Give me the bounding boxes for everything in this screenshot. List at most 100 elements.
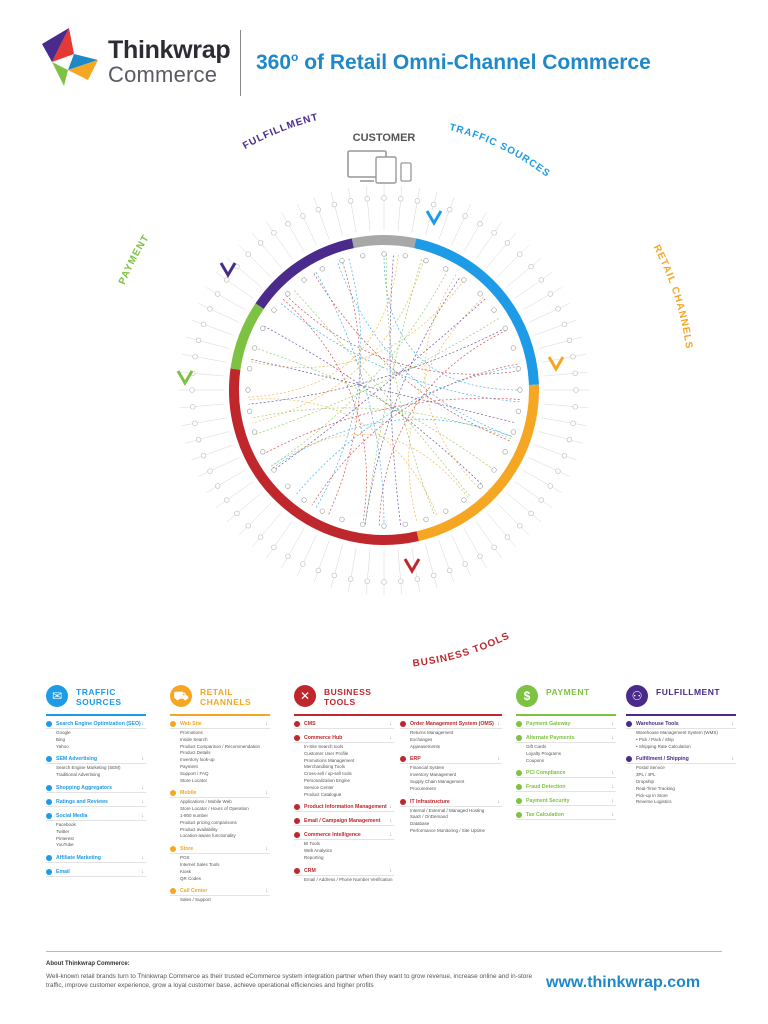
legend-group-header[interactable]: Order Management System (OMS) ↓ (400, 720, 502, 729)
download-arrow-icon[interactable]: ↓ (731, 756, 734, 763)
download-arrow-icon[interactable]: ↓ (389, 818, 392, 825)
download-arrow-icon[interactable]: ↓ (389, 867, 392, 874)
legend-group-header[interactable]: Web Site ↓ (170, 720, 270, 729)
wheel-node (245, 251, 251, 257)
download-arrow-icon[interactable]: ↓ (497, 721, 500, 727)
download-arrow-icon[interactable]: ↓ (141, 784, 144, 791)
thinkwrap-logo[interactable]: Thinkwrap Commerce (38, 26, 238, 87)
column-header: $ PAYMENT (516, 683, 616, 713)
legend-group-header[interactable]: Call Center ↓ (170, 887, 270, 897)
wheel-spoke (486, 232, 516, 268)
group-title: Tax Calculation (526, 812, 564, 819)
legend-group-header[interactable]: Ratings and Reviews ↓ (46, 798, 146, 807)
wheel-spoke (297, 534, 317, 576)
inner-node (360, 253, 366, 259)
legend-group-header[interactable]: IT Infrastructure ↓ (400, 798, 502, 807)
download-arrow-icon[interactable]: ↓ (141, 798, 144, 805)
column-rule (46, 714, 146, 716)
legend-group-header[interactable]: Email / Campaign Management ↓ (294, 817, 394, 827)
legend-group-header[interactable]: Fraud Detection ↓ (516, 783, 616, 793)
download-arrow-icon[interactable]: ↓ (141, 812, 144, 819)
inner-node (517, 387, 523, 393)
wheel-node (285, 221, 291, 227)
legend-group: CMS ↓ (294, 720, 394, 729)
legend-group-header[interactable]: Commerce Hub ↓ (294, 734, 394, 743)
download-arrow-icon[interactable]: ↓ (611, 784, 614, 791)
legend-group: Affiliate Marketing ↓ (46, 854, 146, 864)
download-arrow-icon[interactable]: ↓ (611, 735, 614, 741)
group-title: CRM (304, 867, 316, 874)
wheel-spoke (313, 540, 330, 583)
download-arrow-icon[interactable]: ↓ (265, 790, 268, 797)
wheel-spoke (206, 287, 246, 311)
legend-group-header[interactable]: ERP ↓ (400, 755, 502, 765)
legend-group: Ratings and Reviews ↓ (46, 798, 146, 807)
legend-group-header[interactable]: Affiliate Marketing ↓ (46, 854, 146, 864)
legend-group-header[interactable]: Store ↓ (170, 845, 270, 855)
wheel-spoke (297, 204, 317, 246)
inner-node (491, 467, 497, 473)
download-arrow-icon[interactable]: ↓ (265, 846, 268, 853)
download-arrow-icon[interactable]: ↓ (141, 855, 144, 862)
legend-group-header[interactable]: Tax Calculation ↓ (516, 811, 616, 821)
legend-group-header[interactable]: Mobile ↓ (170, 789, 270, 799)
legend-group-header[interactable]: Search Engine Optimization (SEO) ↓ (46, 720, 146, 729)
inner-node (339, 516, 345, 522)
legend-group-header[interactable]: SEM Advertising ↓ (46, 755, 146, 765)
connection-curve (383, 253, 521, 391)
wheel-node (195, 337, 202, 344)
column-title: TRAFFIC SOURCES (76, 687, 122, 707)
group-item: QR Codes (180, 875, 202, 881)
group-item: Twitter (56, 828, 70, 834)
download-arrow-icon[interactable]: ↓ (265, 888, 268, 895)
segment-arrow-icon (547, 356, 565, 372)
legend-column-traffic: ✉ TRAFFIC SOURCES Search Engine Optimizati… (46, 683, 146, 882)
legend-group-header[interactable]: Shopping Aggregators ↓ (46, 784, 146, 793)
legend-group-header[interactable]: Email ↓ (46, 868, 146, 878)
legend-group-header[interactable]: CMS ↓ (294, 720, 394, 729)
wheel-node (555, 468, 561, 474)
download-arrow-icon[interactable]: ↓ (141, 756, 144, 763)
wheel-node (200, 452, 207, 459)
download-arrow-icon[interactable]: ↓ (389, 735, 392, 741)
group-item: Appeasements (410, 743, 441, 749)
download-arrow-icon[interactable]: ↓ (389, 721, 392, 727)
group-bullet-icon (294, 818, 300, 825)
business-right: Order Management System (OMS) ↓ Returns Ma… (400, 720, 502, 840)
legend-group-header[interactable]: Payment Gateway ↓ (516, 720, 616, 729)
connection-curve (248, 327, 506, 405)
download-arrow-icon[interactable]: ↓ (497, 756, 500, 763)
wheel-node (347, 198, 354, 204)
wheel-node (446, 206, 453, 213)
download-arrow-icon[interactable]: ↓ (141, 721, 144, 727)
download-arrow-icon[interactable]: ↓ (389, 804, 392, 811)
wheel-node (414, 576, 421, 582)
legend-column-retail: ⛟ RETAIL CHANNELS Web Site ↓ Promotions Insid… (170, 683, 270, 909)
connection-curve (255, 317, 500, 435)
download-arrow-icon[interactable]: ↓ (265, 721, 268, 727)
legend-group-header[interactable]: CRM ↓ (294, 867, 394, 876)
group-item: Facebook (56, 821, 76, 827)
legend-group-header[interactable]: Commerce Intelligence ↓ (294, 831, 394, 841)
download-arrow-icon[interactable]: ↓ (611, 798, 614, 805)
download-arrow-icon[interactable]: ↓ (497, 798, 500, 805)
download-arrow-icon[interactable]: ↓ (731, 721, 734, 727)
legend-group-header[interactable]: PCI Compliance ↓ (516, 769, 616, 779)
legend-group-header[interactable]: Product Information Management ↓ (294, 803, 394, 813)
group-bullet-icon (46, 721, 52, 727)
legend-group-header[interactable]: Payment Security ↓ (516, 797, 616, 807)
group-bullet-icon (170, 888, 176, 895)
download-arrow-icon[interactable]: ↓ (611, 770, 614, 777)
download-arrow-icon[interactable]: ↓ (389, 832, 392, 839)
legend-group-header[interactable]: Social Media ↓ (46, 812, 146, 821)
column-header: ✉ TRAFFIC SOURCES (46, 683, 146, 713)
download-arrow-icon[interactable]: ↓ (141, 869, 144, 876)
legend-group-header[interactable]: Fulfillment / Shipping ↓ (626, 755, 736, 765)
legend-group-header[interactable]: Warehouse Tools ↓ (626, 720, 736, 729)
download-arrow-icon[interactable]: ↓ (611, 721, 614, 727)
legend-group-header[interactable]: Alternate Payments ↓ (516, 734, 616, 743)
wheel-node (491, 230, 497, 236)
wheel-spoke (226, 258, 262, 288)
website-link[interactable]: www.thinkwrap.com (546, 974, 701, 991)
download-arrow-icon[interactable]: ↓ (611, 812, 614, 819)
